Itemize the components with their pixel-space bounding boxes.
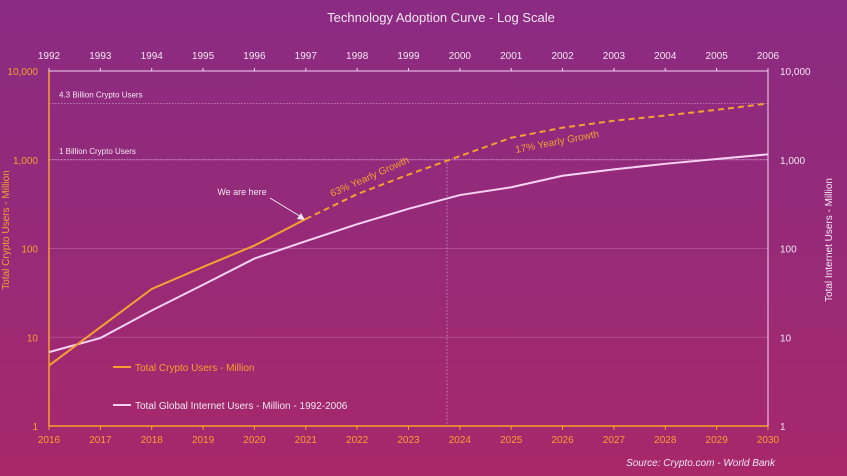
x-tick-top: 2003 [603,51,626,62]
x-tick-bottom: 2019 [192,435,215,446]
x-tick-bottom: 2018 [141,435,164,446]
x-tick-top: 1999 [397,51,420,62]
x-tick-top: 2000 [449,51,472,62]
y-tick-right: 100 [780,245,797,256]
internet-users-line [48,153,769,354]
x-tick-top: 1995 [192,51,215,62]
x-tick-bottom: 2026 [551,435,574,446]
we-are-here-label: We are here [217,187,266,197]
x-tick-bottom: 2024 [449,435,472,446]
x-tick-bottom: 2025 [500,435,523,446]
x-tick-top: 1992 [38,51,61,62]
source-note: Source: Crypto.com - World Bank [626,458,776,469]
y-axis-label-right: Total Internet Users - Million [824,178,835,302]
chart-title: Technology Adoption Curve - Log Scale [327,10,555,25]
y-tick-left: 10,000 [7,67,38,78]
x-tick-bottom: 2017 [89,435,112,446]
x-tick-top: 2002 [551,51,574,62]
y-tick-right: 1 [780,422,786,433]
x-tick-top: 2001 [500,51,523,62]
x-tick-top: 2005 [706,51,729,62]
arrow-head-icon [297,213,305,220]
x-tick-top: 1996 [243,51,266,62]
y-tick-right: 1,000 [780,156,805,167]
x-tick-bottom: 2016 [38,435,61,446]
reference-line-label: 1 Billion Crypto Users [59,147,136,156]
x-tick-bottom: 2023 [397,435,420,446]
x-tick-top: 1997 [295,51,318,62]
growth-label-17: 17% Yearly Growth [514,129,600,156]
x-tick-top: 1993 [89,51,112,62]
x-tick-bottom: 2029 [706,435,729,446]
legend-label-internet: Total Global Internet Users - Million - … [135,401,348,412]
x-tick-bottom: 2020 [243,435,266,446]
x-tick-top: 1994 [141,51,164,62]
reference-line-label: 4.3 Billion Crypto Users [59,91,143,100]
x-tick-bottom: 2030 [757,435,780,446]
x-tick-bottom: 2027 [603,435,626,446]
y-tick-right: 10 [780,333,792,344]
y-axis-label-left: Total Crypto Users - Million [1,170,12,289]
y-tick-left: 100 [21,245,38,256]
y-tick-right: 10,000 [780,67,811,78]
crypto-users-projection-line [305,102,769,220]
x-tick-top: 2004 [654,51,677,62]
x-tick-top: 2006 [757,51,780,62]
x-tick-top: 1998 [346,51,369,62]
y-tick-left: 1,000 [13,156,38,167]
x-tick-bottom: 2021 [295,435,318,446]
we-are-here-arrow [269,197,304,219]
crypto-users-line [48,218,307,367]
x-tick-bottom: 2028 [654,435,677,446]
x-tick-bottom: 2022 [346,435,369,446]
y-tick-left: 10 [27,333,39,344]
y-tick-left: 1 [32,422,38,433]
legend-label-crypto: Total Crypto Users - Million [135,363,254,374]
